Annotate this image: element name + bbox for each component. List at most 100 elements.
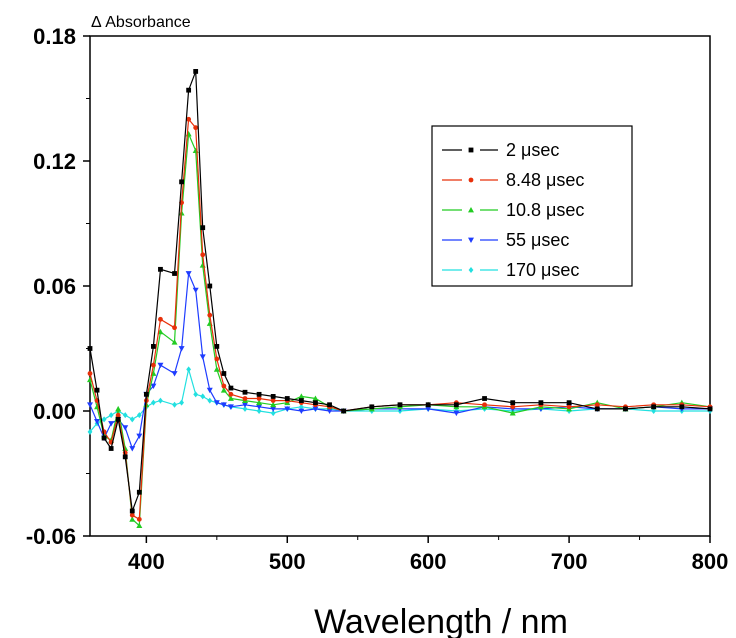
- data-point: [397, 402, 403, 408]
- data-point: [94, 387, 100, 393]
- data-point: [227, 395, 234, 401]
- data-point: [206, 387, 213, 394]
- data-point: [192, 147, 199, 153]
- legend-marker: [468, 147, 474, 153]
- x-tick-label: 800: [692, 549, 729, 574]
- legend-marker: [468, 177, 474, 183]
- data-point: [200, 225, 206, 231]
- data-point: [122, 425, 129, 431]
- data-point: [256, 396, 262, 401]
- data-point: [122, 454, 128, 460]
- data-point: [510, 400, 516, 406]
- legend-item: 2 μsec: [442, 140, 559, 160]
- data-point: [136, 516, 142, 522]
- data-point: [186, 116, 192, 122]
- data-point: [179, 179, 184, 185]
- x-tick-label: 700: [551, 549, 588, 574]
- data-point: [594, 406, 600, 412]
- y-tick-label: 0.06: [33, 274, 76, 299]
- x-axis-title: Wavelength / nm: [314, 603, 568, 638]
- data-point: [326, 408, 333, 414]
- data-point: [101, 416, 107, 423]
- data-point: [151, 344, 156, 349]
- data-point: [220, 387, 227, 393]
- data-point: [172, 271, 177, 276]
- data-point: [171, 371, 178, 377]
- data-point: [538, 400, 544, 406]
- data-point: [213, 366, 220, 372]
- data-point: [129, 508, 135, 514]
- data-point: [312, 406, 319, 412]
- legend-label: 55 μsec: [506, 230, 569, 250]
- data-point: [101, 435, 107, 441]
- legend-marker: [468, 237, 474, 243]
- data-point: [369, 404, 375, 410]
- series-1: [87, 69, 713, 514]
- y-tick-label: 0.18: [33, 24, 76, 49]
- data-point: [270, 401, 277, 408]
- data-point: [482, 402, 487, 408]
- data-point: [199, 262, 206, 268]
- data-point: [151, 399, 156, 406]
- data-point: [185, 271, 192, 277]
- data-point: [172, 325, 177, 331]
- data-point: [129, 512, 135, 518]
- data-point: [207, 283, 213, 289]
- data-point: [341, 408, 347, 414]
- data-point: [185, 130, 192, 137]
- data-point: [482, 396, 487, 401]
- data-point: [256, 399, 263, 406]
- data-point: [707, 406, 713, 412]
- data-point: [425, 402, 431, 408]
- data-point: [108, 412, 114, 419]
- data-point: [623, 406, 628, 412]
- data-point: [242, 405, 248, 412]
- x-tick-label: 500: [269, 549, 306, 574]
- data-point: [193, 125, 199, 131]
- data-point: [129, 416, 135, 423]
- series-5: [87, 366, 713, 435]
- data-point: [143, 391, 149, 397]
- data-point: [158, 316, 163, 322]
- data-point: [510, 404, 516, 410]
- data-point: [453, 402, 459, 408]
- data-point: [221, 383, 227, 389]
- legend-item: 8.48 μsec: [442, 170, 584, 190]
- data-point: [312, 395, 319, 401]
- data-point: [171, 339, 178, 345]
- data-point: [242, 402, 248, 408]
- data-point: [87, 402, 93, 408]
- data-point: [115, 416, 121, 422]
- x-tick-label: 600: [410, 549, 447, 574]
- data-point: [207, 312, 213, 318]
- data-point: [136, 433, 143, 439]
- data-point: [594, 402, 600, 408]
- y-axis-label: Δ Absorbance: [91, 14, 191, 31]
- data-point: [178, 346, 185, 352]
- legend-marker: [468, 267, 474, 273]
- data-point: [298, 393, 305, 399]
- data-point: [566, 400, 572, 406]
- series-layer: [87, 69, 713, 528]
- data-point: [200, 393, 206, 400]
- data-point: [192, 287, 199, 294]
- data-point: [227, 404, 234, 410]
- data-point: [242, 389, 248, 395]
- data-point: [453, 410, 460, 417]
- data-point: [298, 398, 304, 403]
- data-point: [270, 398, 276, 403]
- data-point: [158, 397, 163, 404]
- data-point: [193, 69, 199, 74]
- legend-label: 10.8 μsec: [506, 200, 584, 220]
- legend-label: 170 μsec: [506, 260, 579, 280]
- series-4: [87, 271, 713, 452]
- legend-marker: [468, 207, 474, 213]
- data-point: [172, 401, 177, 408]
- y-tick-label: -0.06: [26, 524, 76, 549]
- data-point: [115, 412, 121, 418]
- data-point: [207, 397, 213, 404]
- data-point: [509, 410, 516, 416]
- data-point: [200, 252, 206, 258]
- data-point: [228, 385, 234, 391]
